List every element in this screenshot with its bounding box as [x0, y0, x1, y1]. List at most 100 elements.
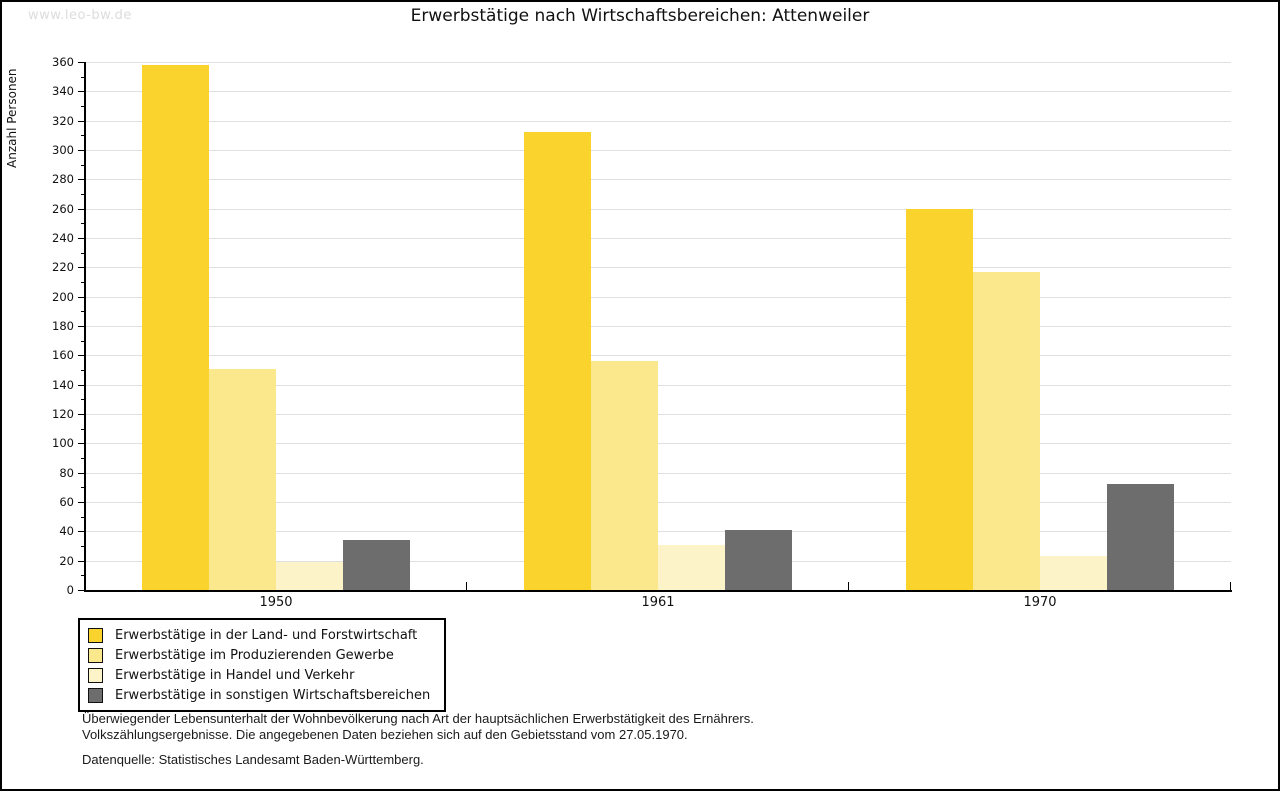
bar-1961-series-2: [591, 361, 658, 590]
y-tick-label: 320: [52, 113, 74, 128]
x-axis-line: [84, 590, 1232, 592]
y-major-tick: [78, 355, 85, 357]
y-tick-label: 300: [52, 143, 74, 157]
y-major-tick: [78, 238, 85, 239]
legend-label: Erwerbstätige in sonstigen Wirtschaftsbe…: [115, 687, 431, 703]
y-minor-tick: [81, 164, 85, 166]
y-minor-tick: [81, 106, 85, 107]
y-tick-label: 240: [52, 231, 74, 245]
y-gridline: [86, 179, 1231, 181]
y-minor-tick: [81, 340, 85, 342]
x-category-label: 1961: [641, 595, 675, 610]
y-minor-tick: [81, 194, 85, 195]
bar-1970-series-3: [1040, 556, 1107, 590]
x-category-label: 1950: [259, 595, 293, 610]
y-tick-label: 80: [59, 465, 74, 480]
bar-1950-series-2: [209, 368, 276, 590]
y-major-tick: [78, 384, 85, 386]
y-minor-tick: [81, 282, 85, 283]
x-axis-tick: [848, 582, 849, 590]
y-minor-tick: [81, 428, 85, 430]
y-gridline: [86, 62, 1231, 63]
x-axis-tick: [1230, 582, 1231, 590]
y-major-tick: [78, 208, 85, 210]
bar-1961-series-1: [524, 132, 591, 590]
y-gridline: [86, 326, 1231, 327]
y-minor-tick: [81, 370, 85, 371]
y-gridline: [86, 414, 1231, 415]
y-tick-label: 200: [52, 289, 74, 304]
y-major-tick: [78, 120, 85, 122]
y-major-tick: [78, 150, 85, 151]
legend-swatch-icon: [88, 647, 103, 663]
y-major-tick: [78, 414, 85, 415]
y-gridline: [86, 238, 1231, 239]
y-minor-tick: [81, 546, 85, 547]
y-gridline: [86, 91, 1231, 93]
y-major-tick: [78, 590, 85, 591]
legend-item-4: Erwerbstätige in sonstigen Wirtschaftsbe…: [88, 685, 430, 705]
y-gridline: [86, 296, 1231, 298]
x-axis-tick: [466, 582, 467, 590]
legend-swatch-icon: [88, 667, 103, 683]
y-minor-tick: [81, 76, 85, 78]
y-minor-tick: [81, 487, 85, 489]
legend-item-3: Erwerbstätige in Handel und Verkehr: [88, 665, 430, 685]
y-tick-label: 20: [59, 553, 74, 568]
legend-item-1: Erwerbstätige in der Land- und Forstwirt…: [88, 625, 430, 645]
y-major-tick: [78, 502, 85, 503]
y-major-tick: [78, 531, 85, 533]
y-gridline: [86, 472, 1231, 474]
x-category-label: 1970: [1023, 595, 1057, 610]
y-tick-label: 180: [52, 319, 74, 333]
bar-1970-series-2: [973, 271, 1040, 590]
y-gridline: [86, 531, 1231, 533]
bar-1961-series-4: [725, 529, 792, 590]
y-major-tick: [78, 296, 85, 298]
bar-1950-series-3: [276, 562, 343, 590]
y-minor-tick: [81, 135, 85, 137]
bar-1950-series-1: [142, 64, 209, 590]
y-major-tick: [78, 472, 85, 474]
y-tick-label: 100: [52, 436, 74, 451]
y-tick-label: 0: [66, 583, 74, 597]
y-major-tick: [78, 62, 85, 63]
footnote-line-2: Volkszählungsergebnisse. Die angegebenen…: [82, 726, 688, 742]
y-major-tick: [78, 443, 85, 445]
footnote-text: Überwiegender Lebensunterhalt der Wohnbe…: [82, 711, 754, 742]
y-minor-tick: [81, 516, 85, 518]
y-gridline: [86, 502, 1231, 503]
y-tick-label: 160: [52, 348, 74, 363]
legend-item-2: Erwerbstätige im Produzierenden Gewerbe: [88, 645, 430, 665]
y-gridline: [86, 120, 1231, 122]
y-minor-tick: [81, 399, 85, 401]
y-gridline: [86, 150, 1231, 151]
legend-swatch-icon: [88, 627, 103, 643]
data-source-text: Datenquelle: Statistisches Landesamt Bad…: [82, 752, 424, 767]
y-tick-label: 120: [52, 407, 74, 421]
bar-1970-series-4: [1107, 484, 1174, 590]
leo-bw-watermark: www.leo-bw.de: [28, 8, 132, 23]
y-gridline: [86, 443, 1231, 445]
y-major-tick: [78, 326, 85, 327]
legend-label: Erwerbstätige in Handel und Verkehr: [115, 667, 355, 683]
y-tick-label: 260: [52, 201, 74, 216]
chart-legend: Erwerbstätige in der Land- und Forstwirt…: [78, 618, 447, 712]
bar-1970-series-1: [906, 208, 973, 590]
y-gridline: [86, 384, 1231, 386]
bar-1950-series-4: [343, 540, 410, 590]
y-gridline: [86, 208, 1231, 210]
legend-label: Erwerbstätige in der Land- und Forstwirt…: [115, 627, 418, 643]
y-tick-label: 340: [52, 84, 74, 99]
y-major-tick: [78, 560, 85, 562]
y-gridline: [86, 267, 1231, 269]
legend-rows: Erwerbstätige in der Land- und Forstwirt…: [88, 625, 430, 705]
y-tick-label: 60: [59, 495, 74, 509]
y-minor-tick: [81, 458, 85, 459]
y-minor-tick: [81, 252, 85, 254]
y-minor-tick: [81, 311, 85, 313]
chart-title: Erwerbstätige nach Wirtschaftsbereichen:…: [410, 6, 870, 26]
y-tick-label: 360: [52, 55, 74, 69]
